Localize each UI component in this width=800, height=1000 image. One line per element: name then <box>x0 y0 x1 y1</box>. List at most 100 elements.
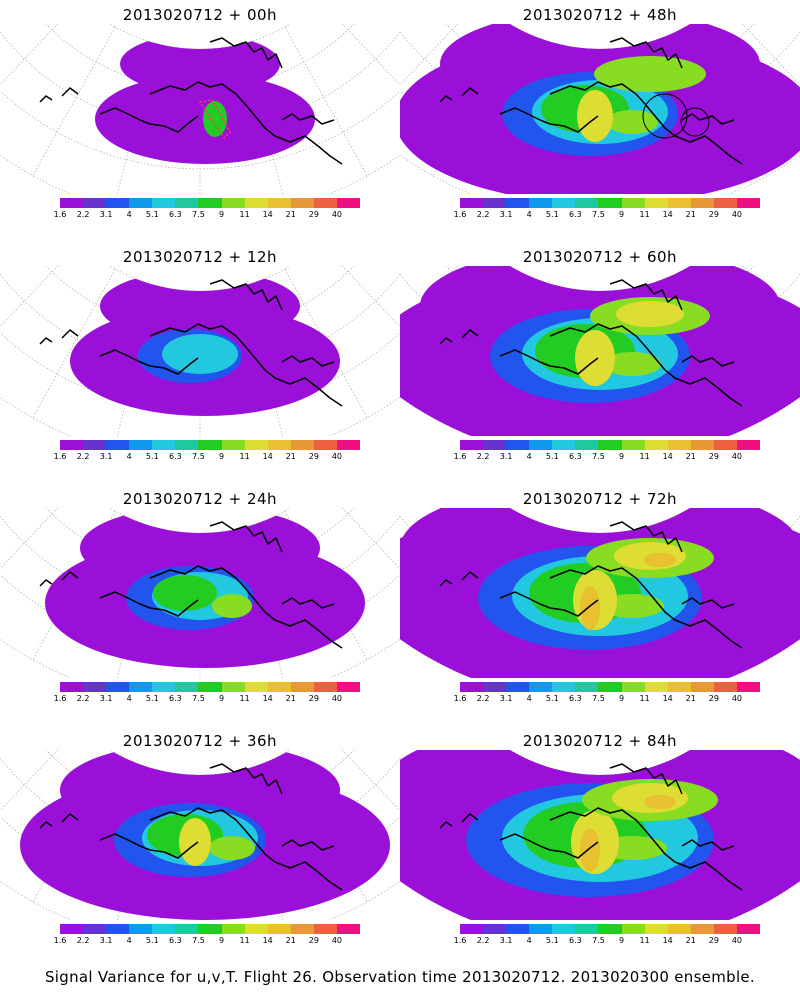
colorbar-swatch <box>244 924 268 934</box>
colorbar-swatch <box>598 440 622 450</box>
colorbar-tick-label: 1.6 <box>53 210 67 219</box>
panel-title: 2013020712 + 36h <box>122 732 278 750</box>
colorbar-tick-label: 21 <box>285 694 296 703</box>
colorbar-tick-label: 2.2 <box>76 452 90 461</box>
colorbar-swatch <box>736 440 761 450</box>
colorbar-swatch <box>575 682 599 692</box>
colorbar-swatch <box>290 198 314 208</box>
colorbar-swatch <box>506 924 530 934</box>
colorbar-swatch <box>552 682 576 692</box>
colorbar-swatch <box>198 924 222 934</box>
variance-field <box>400 508 800 678</box>
colorbar-swatch <box>244 440 268 450</box>
colorbar-tick-label: 11 <box>239 452 250 461</box>
map-panel: 2013020712 + 12h 1.6 2.2 3.1 4 5.1 6.3 7.5 9 11 14… <box>0 242 400 484</box>
colorbar-swatch <box>690 924 714 934</box>
colorbar-tick-label: 14 <box>662 936 673 945</box>
colorbar-swatch <box>221 924 245 934</box>
polar-map <box>0 508 400 678</box>
colorbar-tick-label: 7.5 <box>192 936 205 945</box>
colorbar-swatch <box>575 198 599 208</box>
colorbar-swatch <box>529 682 553 692</box>
colorbar-tick-label: 1.6 <box>53 936 67 945</box>
colorbar-tick-label: 2.2 <box>76 936 90 945</box>
colorbar-tick-label: 40 <box>331 936 343 945</box>
colorbar-tick-label: 2.2 <box>76 210 90 219</box>
colorbar-tick-label: 40 <box>731 210 743 219</box>
colorbar-tick-label: 3.1 <box>499 694 513 703</box>
colorbar-swatch <box>290 440 314 450</box>
colorbar-swatch <box>175 198 199 208</box>
colorbar-labels: 1.6 2.2 3.1 4 5.1 6.3 7.5 9 11 14 21 29 40 <box>454 694 760 706</box>
verification-circle <box>642 93 688 139</box>
colorbar-tick-label: 40 <box>731 936 743 945</box>
colorbar-tick-label: 5.1 <box>145 452 159 461</box>
colorbar-tick-label: 11 <box>639 210 650 219</box>
colorbar-swatch <box>460 440 484 450</box>
colorbar-tick-label: 21 <box>685 210 696 219</box>
colorbar-swatch <box>690 682 714 692</box>
colorbar <box>460 682 761 692</box>
colorbar-tick-label: 14 <box>662 694 673 703</box>
colorbar-labels: 1.6 2.2 3.1 4 5.1 6.3 7.5 9 11 14 21 29 40 <box>54 210 360 222</box>
colorbar-swatch <box>713 440 737 450</box>
colorbar-tick-label: 1.6 <box>453 210 467 219</box>
colorbar-tick-label: 6.3 <box>569 210 582 219</box>
colorbar-tick-label: 3.1 <box>499 452 513 461</box>
colorbar <box>60 924 361 934</box>
polar-map <box>400 24 800 194</box>
colorbar-swatch <box>644 440 668 450</box>
colorbar-swatch <box>106 198 130 208</box>
colorbar-labels: 1.6 2.2 3.1 4 5.1 6.3 7.5 9 11 14 21 29 40 <box>454 210 760 222</box>
colorbar-tick-label: 4 <box>126 936 132 945</box>
colorbar-tick-label: 11 <box>239 210 250 219</box>
colorbar-tick-label: 40 <box>331 694 343 703</box>
colorbar-tick-label: 40 <box>731 694 743 703</box>
colorbar-swatch <box>644 682 668 692</box>
colorbar-swatch <box>60 682 84 692</box>
colorbar-tick-label: 6.3 <box>569 694 582 703</box>
colorbar-swatch <box>713 682 737 692</box>
colorbar-swatch <box>83 924 107 934</box>
colorbar-tick-label: 1.6 <box>53 694 67 703</box>
colorbar-swatch <box>336 198 361 208</box>
coastline <box>39 521 343 649</box>
colorbar-tick-label: 9 <box>618 210 625 219</box>
colorbar-tick-label: 4 <box>526 694 532 703</box>
colorbar-swatch <box>460 682 484 692</box>
colorbar-tick-label: 4 <box>526 452 532 461</box>
colorbar-swatch <box>483 924 507 934</box>
colorbar-swatch <box>644 924 668 934</box>
colorbar-labels: 1.6 2.2 3.1 4 5.1 6.3 7.5 9 11 14 21 29 40 <box>54 936 360 948</box>
colorbar-tick-label: 29 <box>308 694 319 703</box>
colorbar-swatch <box>506 682 530 692</box>
colorbar-tick-label: 6.3 <box>169 210 182 219</box>
colorbar-labels: 1.6 2.2 3.1 4 5.1 6.3 7.5 9 11 14 21 29 40 <box>54 694 360 706</box>
colorbar-swatch <box>198 198 222 208</box>
colorbar <box>460 924 761 934</box>
colorbar-swatch <box>313 440 337 450</box>
polar-map <box>0 266 400 436</box>
flight-track-polygon <box>198 99 231 140</box>
colorbar-swatch <box>60 924 84 934</box>
variance-field <box>400 750 800 920</box>
colorbar-tick-label: 9 <box>618 452 625 461</box>
polar-map <box>400 750 800 920</box>
colorbar-swatch <box>552 198 576 208</box>
colorbar-tick-label: 29 <box>708 210 719 219</box>
colorbar-swatch <box>175 682 199 692</box>
panel-title: 2013020712 + 48h <box>522 6 678 24</box>
colorbar-tick-label: 21 <box>685 936 696 945</box>
colorbar-tick-label: 6.3 <box>169 936 182 945</box>
colorbar-tick-label: 9 <box>218 210 225 219</box>
colorbar-tick-label: 21 <box>285 936 296 945</box>
colorbar-swatch <box>667 198 691 208</box>
colorbar-tick-label: 5.1 <box>145 210 159 219</box>
panel-title: 2013020712 + 12h <box>122 248 278 266</box>
map-panel: 2013020712 + 24h 1.6 2.2 3.1 4 5.1 6.3 7.5 9 11 14… <box>0 484 400 726</box>
colorbar-tick-label: 6.3 <box>569 452 582 461</box>
colorbar-tick-label: 2.2 <box>476 452 490 461</box>
colorbar-swatch <box>336 440 361 450</box>
colorbar-tick-label: 7.5 <box>592 694 605 703</box>
colorbar-tick-label: 5.1 <box>545 210 559 219</box>
